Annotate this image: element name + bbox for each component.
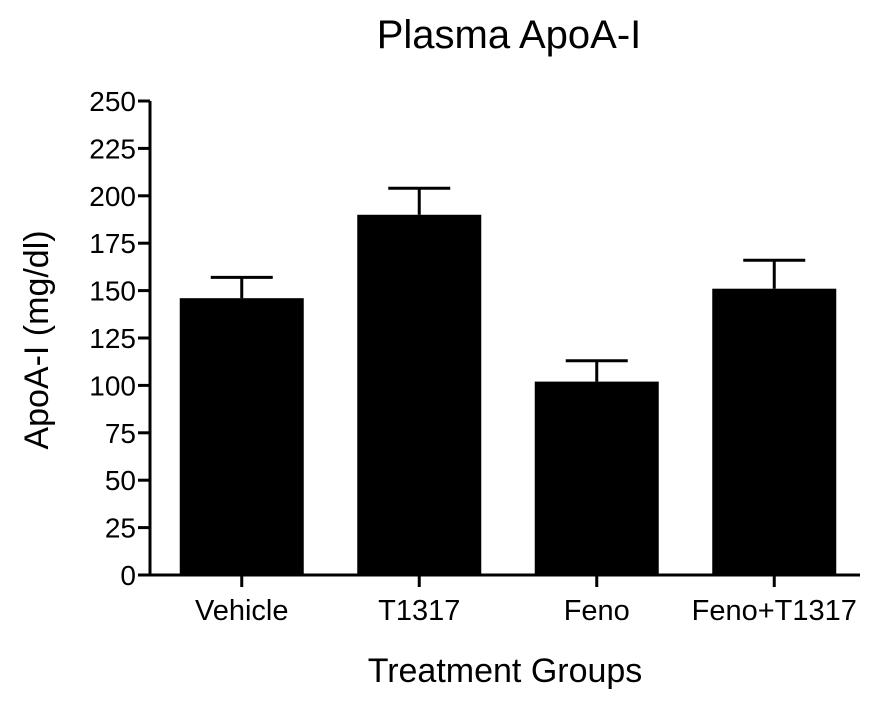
y-tick-label: 200 — [89, 181, 136, 212]
y-tick-label: 100 — [89, 370, 136, 401]
x-tick-label: Feno+T1317 — [692, 595, 857, 627]
bar — [357, 214, 482, 575]
y-tick-label: 150 — [89, 276, 136, 307]
y-tick-label: 0 — [120, 560, 136, 591]
y-tick-label: 75 — [105, 418, 136, 449]
y-tick-label: 25 — [105, 513, 136, 544]
bar — [712, 288, 837, 575]
plot-area: 0 25 50 75 100 125 150 175 200 225 250 Vehicle T1317… — [89, 86, 860, 627]
y-tick-label: 250 — [89, 86, 136, 117]
bar — [179, 298, 304, 575]
y-tick-label: 225 — [89, 133, 136, 164]
bar — [534, 381, 659, 575]
x-axis-label: Treatment Groups — [368, 652, 643, 690]
y-tick-label: 125 — [89, 323, 136, 354]
x-tick-label: Vehicle — [195, 595, 289, 627]
x-tick-label: Feno — [564, 595, 630, 627]
y-axis-label: ApoA-I (mg/dl) — [18, 230, 56, 449]
chart-title: Plasma ApoA-I — [377, 13, 642, 57]
y-tick-label: 175 — [89, 228, 136, 259]
y-tick-label: 50 — [105, 465, 136, 496]
x-tick-label: T1317 — [378, 595, 460, 627]
